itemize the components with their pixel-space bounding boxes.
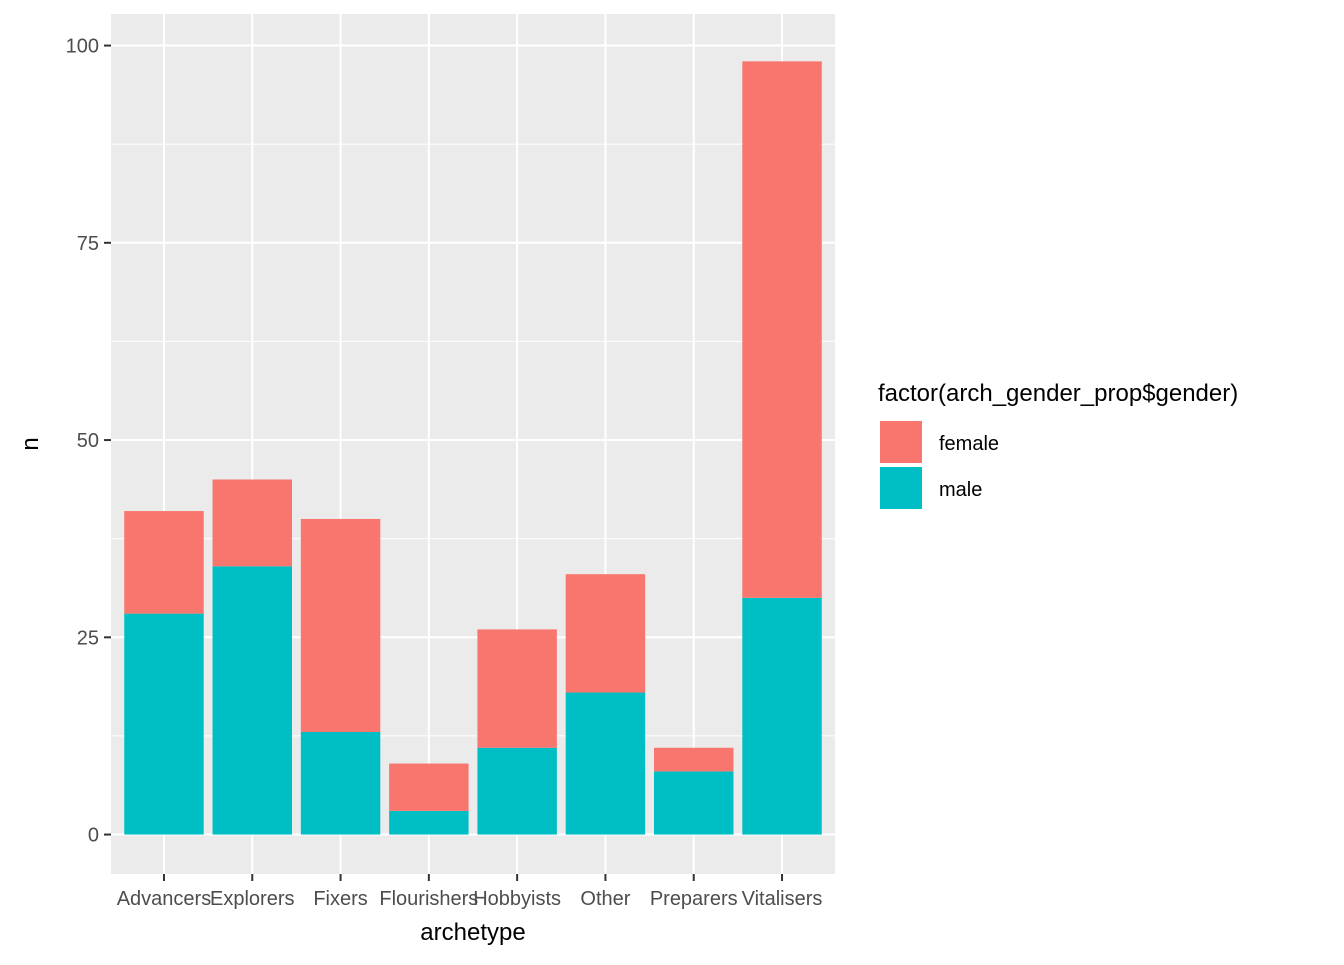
x-tick-label: Explorers bbox=[210, 888, 294, 910]
bar-male-explorers bbox=[212, 566, 292, 835]
legend-label-male: male bbox=[939, 479, 982, 501]
bar-male-preparers bbox=[654, 771, 734, 835]
x-tick-label: Vitalisers bbox=[742, 888, 823, 910]
y-tick-label: 50 bbox=[77, 430, 99, 452]
x-tick-label: Other bbox=[580, 888, 630, 910]
bar-male-fixers bbox=[300, 731, 381, 835]
bar-female-explorers bbox=[212, 479, 292, 567]
bar-female-fixers bbox=[300, 518, 381, 732]
y-tick-label: 100 bbox=[66, 36, 99, 58]
legend-key-female bbox=[880, 421, 922, 463]
legend-label-female: female bbox=[939, 433, 999, 455]
bar-male-advancers bbox=[124, 613, 204, 835]
bar-female-vitalisers bbox=[742, 61, 822, 598]
y-axis-title: n bbox=[17, 437, 44, 450]
legend-title: factor(arch_gender_prop$gender) bbox=[878, 380, 1238, 407]
x-tick-label: Advancers bbox=[117, 888, 212, 910]
bar-male-flourishers bbox=[389, 810, 469, 835]
bar-female-flourishers bbox=[389, 763, 469, 811]
x-tick-label: Hobbyists bbox=[473, 888, 561, 910]
x-tick-label: Flourishers bbox=[379, 888, 478, 910]
bar-female-preparers bbox=[654, 747, 734, 772]
bar-male-hobbyists bbox=[477, 747, 557, 835]
y-tick-label: 0 bbox=[88, 825, 99, 847]
y-tick-label: 25 bbox=[77, 627, 99, 649]
legend-key-male bbox=[880, 467, 922, 509]
y-axis: 0 25 50 75 100 bbox=[66, 36, 111, 847]
x-tick-label: Preparers bbox=[650, 888, 738, 910]
bar-female-other bbox=[565, 574, 646, 693]
bar-female-advancers bbox=[124, 511, 204, 614]
bar-male-other bbox=[565, 692, 646, 835]
x-axis-title: archetype bbox=[420, 919, 525, 946]
x-tick-label: Fixers bbox=[313, 888, 367, 910]
legend: female male bbox=[880, 421, 999, 509]
bar-female-hobbyists bbox=[477, 629, 557, 748]
bar-male-vitalisers bbox=[742, 597, 822, 835]
bars bbox=[124, 61, 822, 835]
y-tick-label: 75 bbox=[77, 233, 99, 255]
